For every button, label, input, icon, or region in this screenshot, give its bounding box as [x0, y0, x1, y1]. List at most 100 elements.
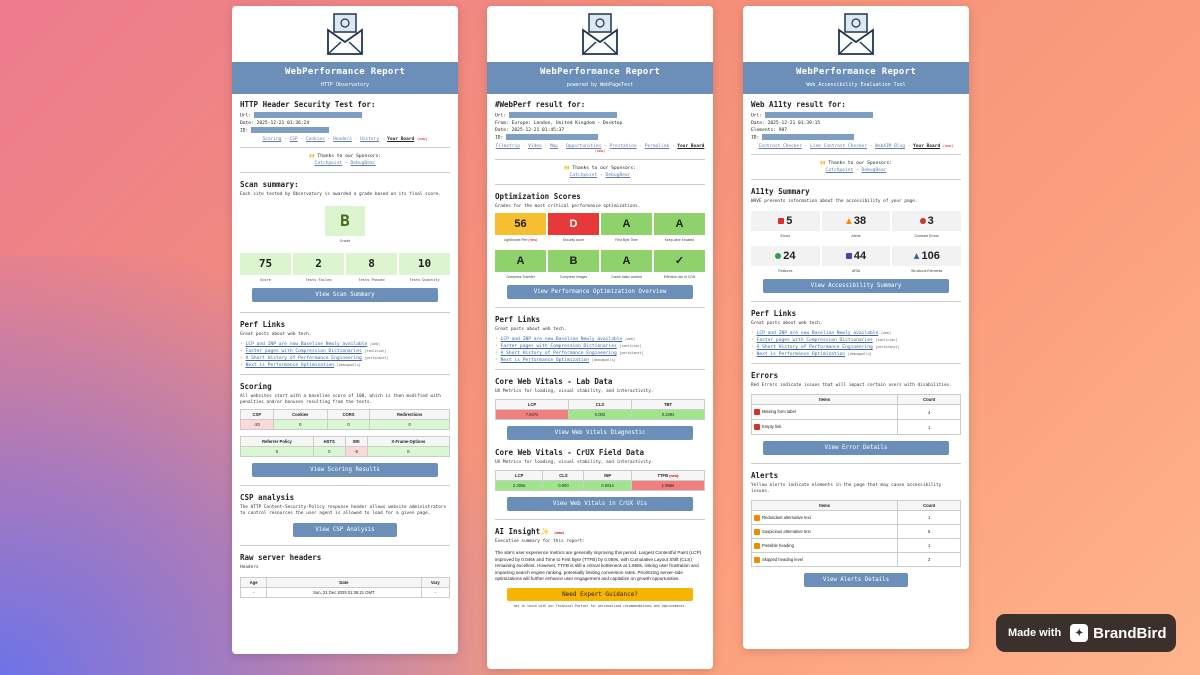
nav-video[interactable]: Video [528, 144, 542, 149]
nav-link-contrast-checker[interactable]: Link Contrast Checker [810, 144, 867, 149]
csp-desc: The HTTP Content-Security-Policy respons… [240, 505, 447, 516]
sponsor-catchpoint[interactable]: Catchpoint [825, 168, 854, 173]
id-label: ID: [495, 135, 504, 140]
view-scoring-results-button[interactable]: View Scoring Results [252, 463, 438, 477]
stat-label: Features [778, 269, 793, 273]
nav-map[interactable]: Map [549, 144, 558, 149]
scoring-title: Scoring [240, 382, 272, 391]
perf-link[interactable]: Next is Performance Optimization [245, 363, 335, 368]
nav-webaim-blog[interactable]: WebAIM Blog [875, 144, 905, 149]
alert-icon [754, 556, 760, 563]
alert-count: 1 [897, 538, 961, 553]
sponsor-debugbear[interactable]: DebugBear [861, 168, 887, 173]
stat-alerts: 38 [853, 215, 867, 227]
table-cell: 5 [240, 446, 314, 457]
expert-guidance-button[interactable]: Need Expert Guidance? [507, 587, 693, 601]
nav-scoring[interactable]: Scoring [262, 137, 282, 142]
view-alerts-details-button[interactable]: View Alerts Details [804, 573, 908, 587]
nav-history[interactable]: History [360, 137, 380, 142]
ai-insight-sub: Executive summary for this report: [495, 539, 585, 544]
perf-link[interactable]: A Short History of Performance Engineeri… [245, 356, 362, 361]
test-title: HTTP Header Security Test for: [240, 100, 376, 109]
view-crux-vis-button[interactable]: View Web Vitals in CrUX Vis [507, 497, 693, 511]
alert-icon [754, 514, 760, 521]
sponsor-catchpoint[interactable]: Catchpoint [314, 161, 343, 166]
stat-tests-passed: 8 [346, 253, 397, 275]
sponsor-debugbear[interactable]: DebugBear [605, 173, 631, 178]
list-item: ⚡ A Short History of Performance Enginee… [751, 344, 961, 351]
new-badge: (new) [942, 144, 954, 148]
score-first-byte: A [601, 213, 652, 235]
perf-link[interactable]: Faster pages with Compression Dictionari… [500, 344, 617, 349]
nav-opportunities[interactable]: Opportunities [566, 144, 602, 149]
nav-prostation[interactable]: Prostation [609, 144, 637, 149]
table-header: TBT [631, 399, 705, 410]
nav-contrast-checker[interactable]: Contrast Checker [758, 144, 802, 149]
perf-link[interactable]: A Short History of Performance Engineeri… [500, 351, 617, 356]
link-tag: [perfplanet] [619, 351, 644, 355]
table-cell: 2.305s [494, 480, 544, 491]
stats-row: 75 Score 2 Tests Failed 8 Tests Passed 10 Te… [240, 253, 450, 282]
report-card-webpagetest: WebPerformance Report powered by WebPageT… [487, 6, 713, 669]
header-subtitle: Web Accessibility Evaluation Tool [806, 82, 906, 88]
score-lighthouse: 56 [495, 213, 546, 235]
lightning-icon: ⚡ [495, 358, 498, 363]
brandbird-badge[interactable]: Made with ✦ BrandBird [996, 614, 1176, 652]
table-row: Missing form label 4 [750, 404, 961, 420]
error-icon [754, 409, 760, 415]
score-label: First Byte Time [615, 238, 638, 242]
view-accessibility-summary-button[interactable]: View Accessibility Summary [763, 279, 949, 293]
alert-item: Redundant alternative text [762, 514, 811, 520]
perf-links-list: ⚡ LCP and INP are now Baseline Newly ava… [751, 330, 961, 358]
scores-row: 56 Lighthouse Perf (new) D Security score … [495, 213, 705, 246]
from-value: Europe: London, United Kingdom - Desktop [511, 120, 623, 126]
score-compress-images: B [548, 250, 599, 272]
stat-label: Tests Quantity [409, 278, 440, 282]
view-csp-analysis-button[interactable]: View CSP Analysis [293, 523, 397, 537]
nav-cookies[interactable]: Cookies [305, 137, 325, 142]
sponsor-debugbear[interactable]: DebugBear [350, 161, 376, 166]
view-optimization-overview-button[interactable]: View Performance Optimization Overview [507, 285, 693, 299]
perf-link[interactable]: A Short History of Performance Engineeri… [756, 345, 873, 350]
link-tag: [tomlicion] [875, 338, 898, 342]
perf-link[interactable]: LCP and INP are now Baseline Newly avail… [245, 342, 368, 347]
nav-headers[interactable]: Headers [332, 137, 352, 142]
nav-csp[interactable]: CSP [289, 137, 298, 142]
nav-your-board[interactable]: Your Board [677, 144, 705, 149]
perf-links-list: ⚡ LCP and INP are now Baseline Newly ava… [240, 341, 450, 369]
error-item: Empty link [762, 424, 782, 430]
errors-desc: Red Errors indicate issues that will imp… [751, 383, 952, 388]
table-cell: 0 [326, 419, 371, 430]
errors-table: Items Count Missing form label 4 Empty lin… [750, 394, 961, 435]
new-badge: (new) [669, 474, 679, 478]
view-scan-summary-button[interactable]: View Scan Summary [252, 288, 438, 302]
table-cell: -5 [344, 446, 368, 457]
lightning-icon: ⚡ [240, 363, 243, 368]
redacted-id [762, 133, 855, 140]
list-item: ⚡ LCP and INP are now Baseline Newly ava… [495, 336, 705, 343]
list-item: ⚡ A Short History of Performance Enginee… [495, 350, 705, 357]
perf-links-title: Perf Links [751, 309, 797, 318]
lightning-icon: ⚡ [495, 351, 498, 356]
nav-permalink[interactable]: Permalink [644, 144, 670, 149]
perf-link[interactable]: LCP and INP are now Baseline Newly avail… [500, 337, 623, 342]
perf-link[interactable]: Next is Performance Optimization [500, 358, 590, 363]
nav-your-board[interactable]: Your Board [387, 137, 415, 142]
sponsor-catchpoint[interactable]: Catchpoint [569, 173, 598, 178]
report-card-wave: WebPerformance Report Web Accessibility E… [743, 6, 969, 649]
perf-link[interactable]: Faster pages with Compression Dictionari… [245, 349, 362, 354]
view-error-details-button[interactable]: View Error Details [763, 441, 949, 455]
score-cdn: ✓ [654, 250, 705, 272]
perf-link[interactable]: Next is Performance Optimization [756, 352, 846, 357]
table-row: Skipped heading level 2 [750, 552, 961, 567]
perf-link[interactable]: Faster pages with Compression Dictionari… [756, 338, 873, 343]
alert-count: 1 [897, 510, 961, 525]
view-web-vitals-diagnostic-button[interactable]: View Web Vitals Diagnostic [507, 426, 693, 440]
nav-your-board[interactable]: Your Board [913, 144, 941, 149]
list-item: ⚡ LCP and INP are now Baseline Newly ava… [751, 330, 961, 337]
nav-filmstrip[interactable]: Filmstrip [495, 144, 521, 149]
redacted-url [764, 112, 873, 118]
perf-link[interactable]: LCP and INP are now Baseline Newly avail… [756, 331, 879, 336]
stat-aria: 44 [853, 250, 867, 262]
